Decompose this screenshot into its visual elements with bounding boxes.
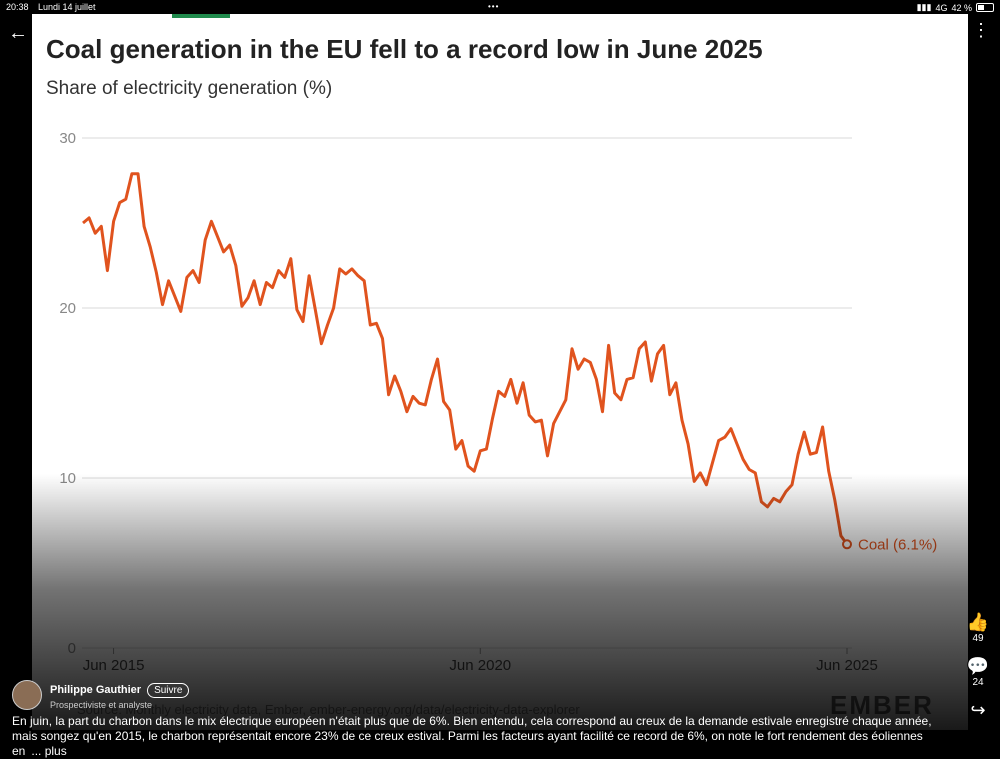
action-rail: 👍 49 💬 24 ↪ xyxy=(964,612,992,721)
status-date: Lundi 14 juillet xyxy=(38,2,96,12)
coal-end-label: Coal (6.1%) xyxy=(858,536,937,553)
post-caption: En juin, la part du charbon dans le mix … xyxy=(12,714,952,759)
chart-title: Coal generation in the EU fell to a reco… xyxy=(46,34,763,64)
network-label: 4G xyxy=(935,2,948,13)
post-image-card: Coal generation in the EU fell to a reco… xyxy=(32,14,968,730)
y-tick-label: 20 xyxy=(59,300,76,317)
author-block: Philippe Gauthier Suivre Prospectiviste e… xyxy=(12,680,190,710)
coal-end-point xyxy=(842,539,852,550)
avatar[interactable] xyxy=(12,680,42,710)
battery-label: 42 % xyxy=(951,2,972,13)
brand-accent-bar xyxy=(172,14,230,18)
x-tick-label: Jun 2025 xyxy=(816,657,878,674)
y-tick-label: 30 xyxy=(59,130,76,147)
comment-icon[interactable]: 💬 xyxy=(966,656,990,676)
see-more-link[interactable]: ... plus xyxy=(31,744,67,758)
signal-icon: ▮▮▮ xyxy=(916,2,932,12)
follow-button[interactable]: Suivre xyxy=(147,683,190,698)
status-time: 20:38 xyxy=(6,2,29,12)
more-options-icon[interactable]: ⋮ xyxy=(972,20,990,40)
like-count: 49 xyxy=(972,633,984,644)
x-tick-label: Jun 2015 xyxy=(83,657,145,674)
y-tick-label: 10 xyxy=(59,470,76,487)
back-arrow-icon[interactable]: ← xyxy=(8,22,28,44)
x-tick-label: Jun 2020 xyxy=(449,657,511,674)
y-tick-label: 0 xyxy=(68,640,76,657)
status-bar: 20:38 Lundi 14 juillet ••• ▮▮▮ 4G 42 % xyxy=(0,0,1000,14)
chart-subtitle: Share of electricity generation (%) xyxy=(46,78,333,99)
status-right: ▮▮▮ 4G 42 % xyxy=(917,2,994,13)
caption-text: En juin, la part du charbon dans le mix … xyxy=(12,714,932,758)
share-icon[interactable]: ↪ xyxy=(970,700,986,720)
comment-count: 24 xyxy=(972,677,984,688)
author-role: Prospectiviste et analyste xyxy=(50,700,153,710)
coal-series-line xyxy=(82,172,849,546)
thumbs-up-icon[interactable]: 👍 xyxy=(966,612,990,632)
multitasking-dots-icon[interactable]: ••• xyxy=(488,2,500,11)
coal-share-line-chart: 0 10 20 30 Jun 2015 Jun 2020 Jun 2025 Coal (6.1… xyxy=(59,130,937,674)
battery-icon xyxy=(976,3,994,12)
author-name[interactable]: Philippe Gauthier xyxy=(50,684,142,696)
